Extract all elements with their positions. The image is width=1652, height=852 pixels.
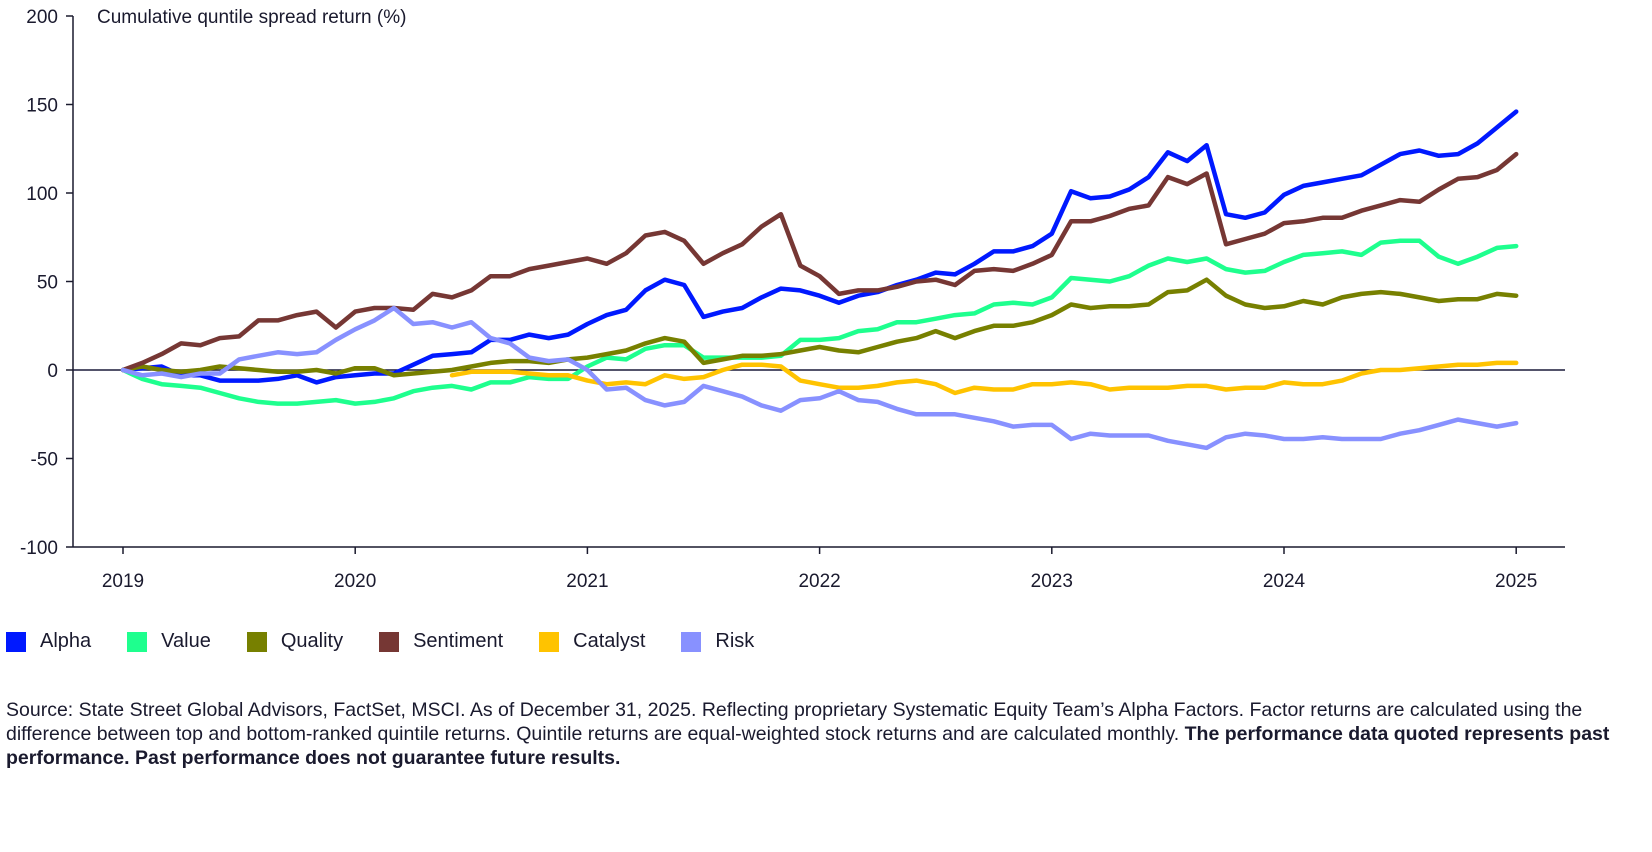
- legend-swatch: [379, 631, 400, 652]
- legend-label: Sentiment: [413, 630, 504, 652]
- footnote: Source: State Street Global Advisors, Fa…: [6, 698, 1626, 770]
- x-tick-label: 2022: [798, 571, 840, 592]
- series-line-risk: [120, 305, 1519, 451]
- y-tick-label: 0: [47, 361, 58, 382]
- y-tick-label: -50: [31, 450, 58, 471]
- footnote-disclaimer: The performance data quoted represents p…: [6, 723, 1610, 769]
- series-line-catalyst: [449, 360, 1519, 396]
- legend-item-risk: Risk: [681, 630, 754, 653]
- footnote-text: Source: State Street Global Advisors, Fa…: [6, 699, 1583, 745]
- legend-label: Quality: [280, 630, 344, 652]
- y-axis-label: Cumulative quntile spread return (%): [97, 7, 406, 28]
- legend-label: Value: [161, 630, 211, 652]
- legend-item-catalyst: Catalyst: [539, 630, 645, 653]
- legend-item-value: Value: [127, 630, 211, 653]
- y-tick-label: 50: [37, 273, 58, 294]
- y-tick-label: 150: [26, 96, 58, 117]
- legend-swatch: [246, 631, 267, 652]
- legend-label: Alpha: [40, 630, 92, 652]
- series-line-sentiment: [120, 151, 1519, 373]
- legend-swatch: [127, 631, 148, 652]
- line-chart: -100 -50 0 50 100 150 200 2019 2020 2021 2022 2023 2…: [20, 7, 1565, 592]
- y-tick-label: -100: [20, 538, 58, 559]
- x-tick-label: 2020: [334, 571, 376, 592]
- y-tick-label: 200: [26, 7, 58, 28]
- legend-item-sentiment: Sentiment: [379, 630, 503, 653]
- series-line-alpha: [120, 109, 1519, 385]
- legend-swatch: [539, 631, 560, 652]
- legend: Alpha Value Quality Sentiment Catalyst Risk: [6, 630, 790, 653]
- x-tick-label: 2023: [1031, 571, 1073, 592]
- legend-label: Catalyst: [573, 630, 646, 652]
- x-tick-label: 2019: [102, 571, 144, 592]
- x-tick-label: 2024: [1263, 571, 1306, 592]
- x-tick-label: 2025: [1495, 571, 1537, 592]
- series-line-quality: [120, 277, 1519, 378]
- legend-swatch: [6, 631, 26, 652]
- legend-item-alpha: Alpha: [6, 630, 91, 653]
- legend-swatch: [681, 631, 702, 652]
- y-tick-label: 100: [26, 184, 58, 205]
- series-line-value: [120, 238, 1519, 406]
- legend-item-quality: Quality: [246, 630, 344, 653]
- legend-label: Risk: [715, 630, 755, 652]
- x-tick-label: 2021: [566, 571, 608, 592]
